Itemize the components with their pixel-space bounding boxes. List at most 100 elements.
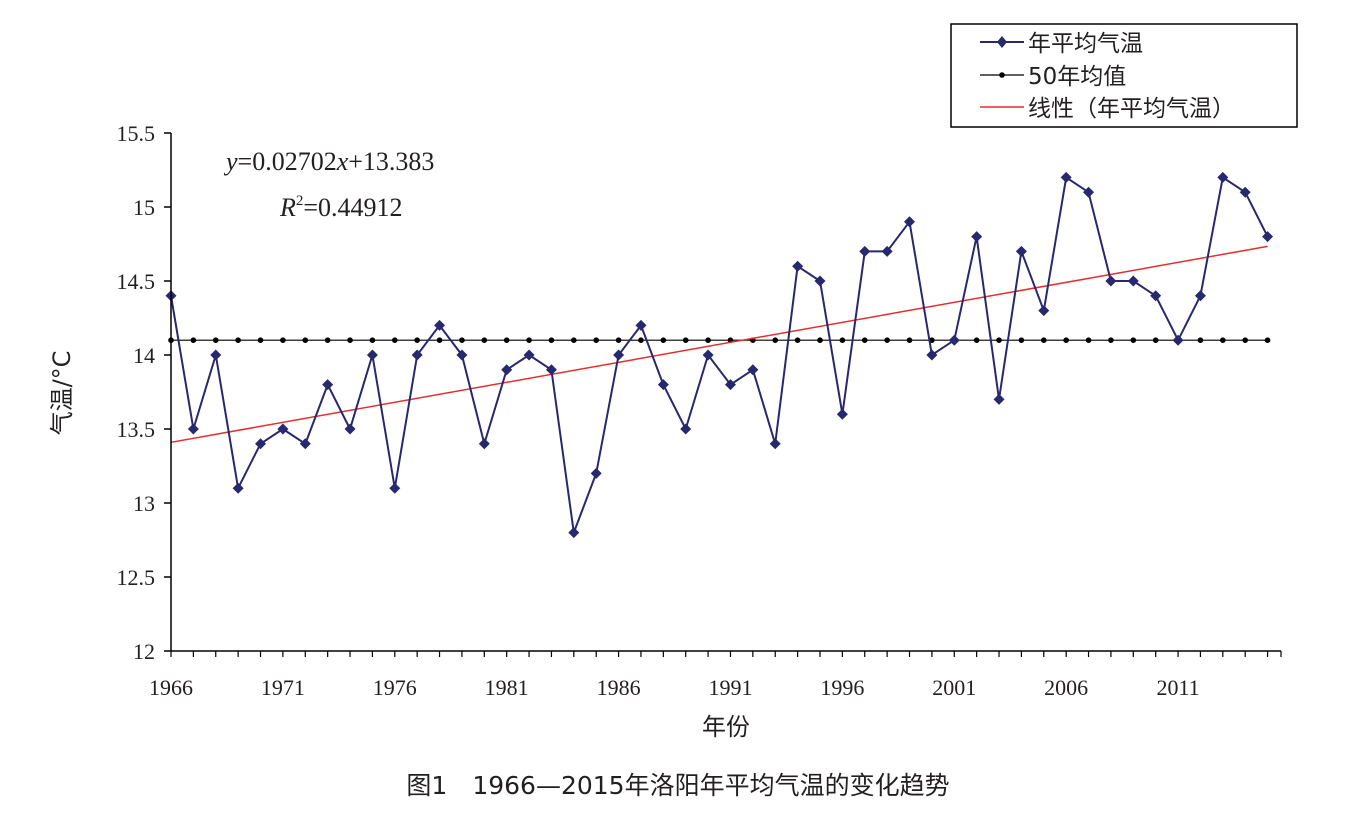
mean-point [973,337,980,344]
mean-point [481,337,488,344]
data-point [255,438,267,450]
data-point [904,216,916,228]
data-point [1083,186,1095,198]
data-point [568,527,580,539]
mean-point [1040,337,1047,344]
x-tick-label: 1971 [261,675,305,700]
mean-point [682,337,689,344]
x-tick-label: 1966 [149,675,193,700]
mean-point [884,337,890,344]
mean-point [861,337,868,344]
data-point [501,364,513,376]
mean-point [1242,337,1248,344]
data-point [187,423,199,435]
axes-group: 12 12.5 13 13.5 14 14.5 15 15.5 1966 1971 1976 1981… [117,121,1282,700]
mean-point [1063,337,1069,344]
data-point [724,379,736,391]
mean-point [257,337,264,344]
chart-svg: 12 12.5 13 13.5 14 14.5 15 15.5 1966 1971 1976 1981… [48,23,1298,741]
mean-point [324,337,331,344]
mean-point [906,337,913,344]
data-point [1194,290,1206,302]
data-point [411,349,423,361]
mean-point [459,337,465,344]
mean-point [1085,337,1092,344]
data-point [993,393,1005,405]
mean-point [391,337,398,344]
mean-point [503,337,510,344]
trend-line-group [170,245,1268,444]
r-squared-var: R [279,193,296,222]
x-tick-label: 1996 [820,675,864,700]
data-point [769,438,781,450]
mean-point [1264,337,1271,344]
data-point [1172,334,1184,346]
data-point [836,408,848,420]
data-point [792,260,804,272]
mean-point [235,337,241,344]
data-point [434,319,446,331]
data-point [478,438,490,450]
mean-point [1220,337,1226,344]
data-point [747,364,759,376]
legend-mean-label: 50年均值 [1028,64,1126,90]
data-point [277,423,289,435]
series-line [170,175,1269,533]
data-point [1127,275,1139,287]
data-point [613,349,625,361]
data-point [389,482,401,494]
x-tick-label: 2006 [1044,675,1088,700]
mean-point [1152,337,1159,344]
mean-point [1130,337,1137,344]
x-tick-label: 2011 [1156,675,1199,700]
mean-point [1197,337,1204,344]
r-squared-sup: 2 [296,193,304,209]
data-point [948,334,960,346]
x-tick-label: 1986 [597,675,641,700]
mean-point [593,337,600,344]
equation-slope: =0.02702 [238,147,337,176]
data-point [926,349,938,361]
y-tick-label: 14 [133,343,155,368]
mean-point [436,337,443,344]
mean-point [705,337,711,344]
legend-series-label: 年平均气温 [1028,31,1143,57]
mean-point [526,337,532,344]
r-squared: R2=0.44912 [279,193,403,222]
mean-point [794,337,801,344]
legend-trend-label: 线性（年平均气温） [1028,96,1235,122]
mean-line-group [168,337,1271,344]
mean-point [548,337,555,344]
equation-y-var: y [223,147,238,176]
legend-series-marker [997,36,1007,48]
y-tick-label: 14.5 [117,269,156,294]
data-point [1239,186,1251,198]
data-point [322,379,334,391]
x-tick-label: 1981 [485,675,529,700]
data-point [523,349,535,361]
mean-point [638,337,644,344]
mean-point [347,337,353,344]
data-point [344,423,356,435]
mean-point [660,337,667,344]
data-point [1105,275,1117,287]
data-point [299,438,311,450]
mean-point [190,337,197,344]
equation-x-var: x [336,147,349,176]
mean-point [839,337,846,344]
data-point [1038,305,1050,317]
data-point [635,319,647,331]
data-point [702,349,714,361]
y-tick-label: 12 [133,639,155,664]
mean-point [615,337,622,344]
mean-point [817,337,823,344]
data-point [366,349,378,361]
data-point [881,245,893,257]
data-point [1060,171,1072,183]
data-point [210,349,222,361]
y-tick-label: 15 [133,195,155,220]
y-tick-label: 12.5 [117,565,156,590]
x-tick-label: 2001 [932,675,976,700]
y-tick-label: 15.5 [117,121,156,146]
